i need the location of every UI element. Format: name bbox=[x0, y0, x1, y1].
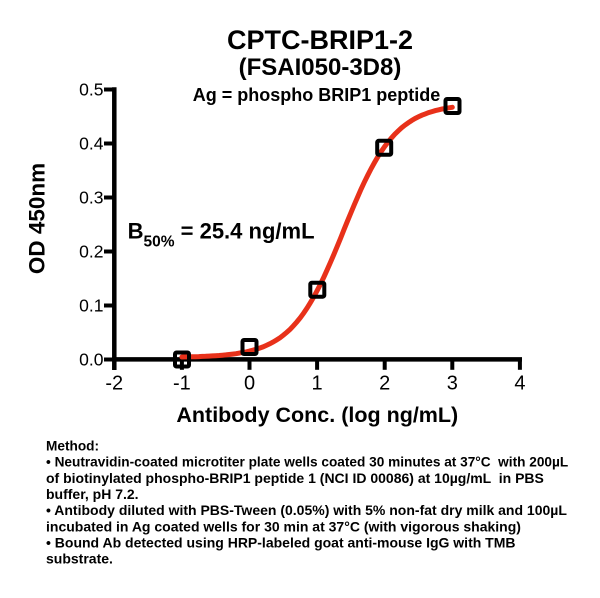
svg-text:Ag = phospho BRIP1 peptide: Ag = phospho BRIP1 peptide bbox=[193, 85, 441, 105]
svg-text:0.0: 0.0 bbox=[79, 349, 104, 369]
svg-text:Antibody Conc. (log ng/mL): Antibody Conc. (log ng/mL) bbox=[176, 403, 458, 427]
svg-text:0.4: 0.4 bbox=[79, 133, 104, 153]
svg-text:CPTC-BRIP1-2: CPTC-BRIP1-2 bbox=[227, 25, 413, 55]
svg-text:1: 1 bbox=[312, 373, 323, 395]
svg-text:incubated in Ag coated wells f: incubated in Ag coated wells for 30 min … bbox=[46, 518, 521, 534]
svg-text:• Neutravidin-coated microtite: • Neutravidin-coated microtiter plate we… bbox=[46, 455, 568, 470]
svg-text:Method:: Method: bbox=[46, 439, 99, 454]
svg-text:• Antibody diluted with PBS-Tw: • Antibody diluted with PBS-Tween (0.05%… bbox=[46, 502, 567, 518]
svg-text:3: 3 bbox=[447, 373, 458, 395]
svg-text:4: 4 bbox=[514, 373, 525, 395]
svg-text:-1: -1 bbox=[173, 373, 191, 395]
svg-text:substrate.: substrate. bbox=[46, 551, 113, 567]
svg-text:(FSAI050-3D8): (FSAI050-3D8) bbox=[239, 54, 402, 81]
svg-text:0: 0 bbox=[244, 373, 255, 395]
svg-text:• Bound Ab detected using HRP-: • Bound Ab detected using HRP-labeled go… bbox=[46, 534, 516, 550]
svg-text:buffer, pH 7.2.: buffer, pH 7.2. bbox=[46, 486, 139, 502]
svg-text:0.3: 0.3 bbox=[79, 187, 103, 207]
svg-text:0.2: 0.2 bbox=[79, 241, 103, 261]
svg-text:-2: -2 bbox=[105, 373, 123, 395]
svg-text:2: 2 bbox=[379, 373, 390, 395]
svg-text:of biotinylated phospho-BRIP1: of biotinylated phospho-BRIP1 peptide 1 … bbox=[46, 470, 544, 486]
svg-text:0.5: 0.5 bbox=[79, 79, 103, 99]
svg-text:OD 450nm: OD 450nm bbox=[25, 163, 50, 274]
svg-text:0.1: 0.1 bbox=[79, 295, 103, 315]
